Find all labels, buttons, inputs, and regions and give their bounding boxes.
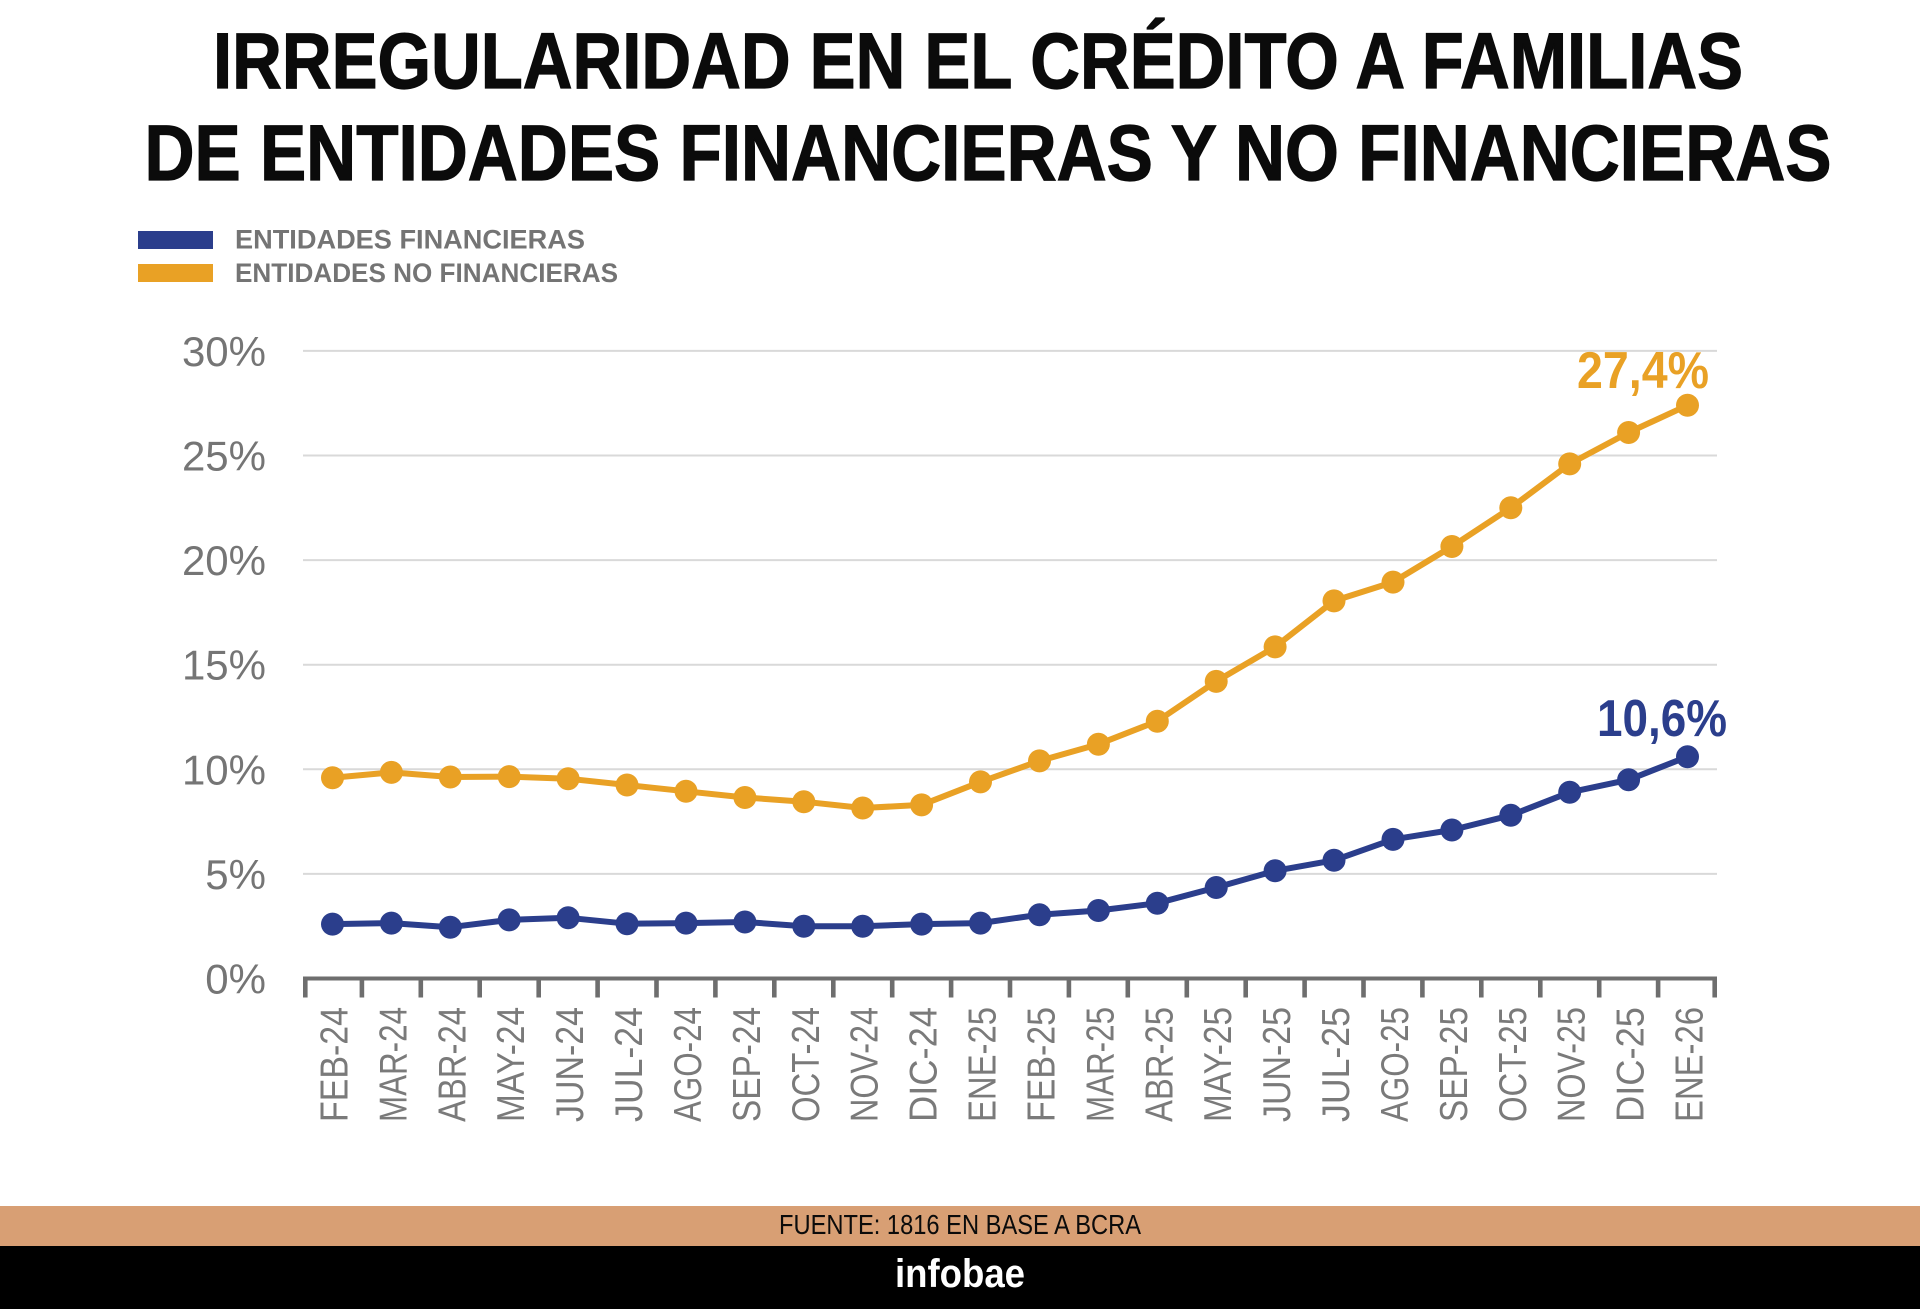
svg-text:DIC-24: DIC-24 <box>903 1007 946 1122</box>
svg-text:NOV-25: NOV-25 <box>1551 1007 1594 1122</box>
svg-text:infobae: infobae <box>895 1252 1025 1296</box>
svg-text:DIC-25: DIC-25 <box>1610 1007 1653 1122</box>
svg-text:MAR-24: MAR-24 <box>372 1007 415 1122</box>
svg-text:NOV-24: NOV-24 <box>844 1007 887 1122</box>
svg-text:ENE-25: ENE-25 <box>962 1007 1005 1122</box>
svg-text:30%: 30% <box>182 328 266 375</box>
svg-text:ENTIDADES FINANCIERAS: ENTIDADES FINANCIERAS <box>235 225 585 255</box>
svg-text:FEB-25: FEB-25 <box>1021 1007 1064 1122</box>
svg-text:JUL-24: JUL-24 <box>608 1007 651 1122</box>
svg-text:SEP-24: SEP-24 <box>726 1007 769 1122</box>
svg-text:MAY-25: MAY-25 <box>1197 1007 1240 1122</box>
svg-text:AGO-24: AGO-24 <box>667 1007 710 1122</box>
svg-text:ABR-25: ABR-25 <box>1138 1007 1181 1122</box>
svg-text:25%: 25% <box>182 433 266 480</box>
svg-text:JUL-25: JUL-25 <box>1315 1007 1358 1122</box>
svg-text:OCT-25: OCT-25 <box>1492 1007 1535 1122</box>
svg-text:AGO-25: AGO-25 <box>1374 1007 1417 1122</box>
svg-text:FEB-24: FEB-24 <box>314 1007 357 1122</box>
svg-text:15%: 15% <box>182 642 266 689</box>
svg-text:10,6%: 10,6% <box>1597 690 1727 748</box>
svg-text:MAY-24: MAY-24 <box>490 1007 533 1122</box>
svg-text:MAR-25: MAR-25 <box>1079 1007 1122 1122</box>
svg-text:FUENTE: 1816 EN BASE A BCRA: FUENTE: 1816 EN BASE A BCRA <box>779 1209 1141 1240</box>
svg-text:0%: 0% <box>205 956 266 1003</box>
svg-text:JUN-24: JUN-24 <box>549 1007 592 1122</box>
svg-text:27,4%: 27,4% <box>1577 342 1709 400</box>
svg-text:ENE-26: ENE-26 <box>1669 1007 1712 1122</box>
svg-text:ENTIDADES NO FINANCIERAS: ENTIDADES NO FINANCIERAS <box>235 258 618 288</box>
svg-text:5%: 5% <box>205 851 266 898</box>
svg-text:SEP-25: SEP-25 <box>1433 1007 1476 1122</box>
svg-text:20%: 20% <box>182 537 266 584</box>
svg-text:IRREGULARIDAD EN EL CRÉDITO A: IRREGULARIDAD EN EL CRÉDITO A FAMILIAS <box>213 16 1743 105</box>
svg-text:DE ENTIDADES FINANCIERAS Y NO: DE ENTIDADES FINANCIERAS Y NO FINANCIERA… <box>145 108 1832 197</box>
svg-text:JUN-25: JUN-25 <box>1256 1007 1299 1122</box>
svg-text:10%: 10% <box>182 746 266 793</box>
svg-text:ABR-24: ABR-24 <box>431 1007 474 1122</box>
svg-text:OCT-24: OCT-24 <box>785 1007 828 1122</box>
